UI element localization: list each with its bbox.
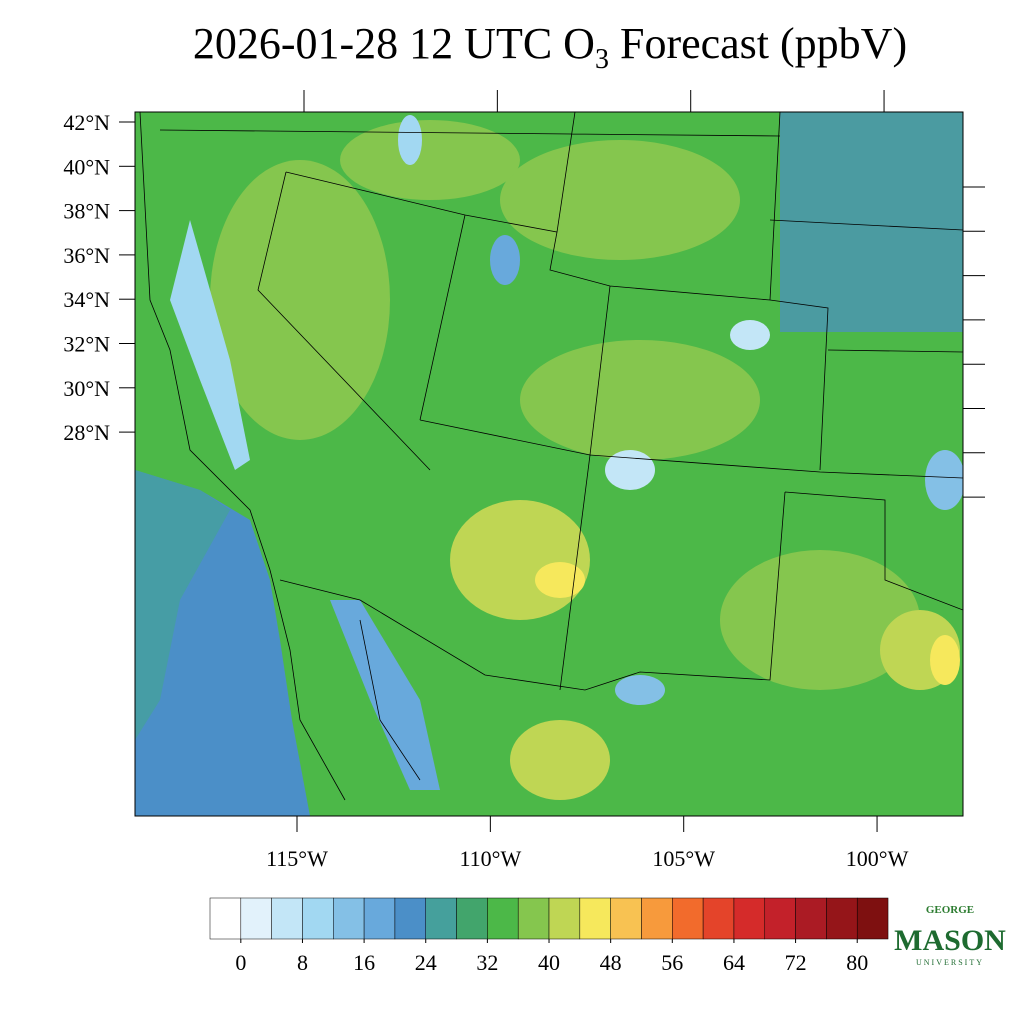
title-tail: Forecast (ppbV): [609, 19, 907, 68]
title: 2026-01-28 12 UTC O3 Forecast (ppbV): [193, 19, 907, 75]
colorbar-label: 16: [353, 950, 375, 975]
colorbar-label: 32: [476, 950, 498, 975]
logo-top: GEORGE: [926, 904, 974, 916]
colorbar-box: [548, 897, 581, 940]
colorbar-label: 0: [235, 950, 246, 975]
lon-label: 115°W: [266, 846, 328, 871]
lon-label: 105°W: [652, 846, 715, 871]
logo-bottom: UNIVERSITY: [916, 958, 984, 967]
colorbar-label: 80: [846, 950, 868, 975]
colorbar: 0 8 16 24 32 40 48 56 64 72 80: [209, 897, 889, 975]
colorbar-box: [333, 897, 365, 940]
colorbar-box: [517, 897, 550, 940]
colorbar-box: [795, 897, 827, 940]
logo-main: MASON: [894, 924, 1006, 957]
colorbar-box: [456, 897, 488, 940]
colorbar-label: 64: [723, 950, 745, 975]
title-sub: 3: [595, 44, 609, 75]
colorbar-box: [702, 897, 735, 940]
axes: 42°N 40°N 38°N 36°N 34°N 32°N 30°N 28°N 115°W 110…: [63, 90, 985, 871]
colorbar-box: [641, 897, 673, 940]
colorbar-box: [826, 897, 858, 940]
colorbar-box: [394, 897, 426, 940]
lon-label: 100°W: [846, 846, 909, 871]
colorbar-box: [487, 897, 519, 940]
colorbar-box: [302, 897, 334, 940]
lon-label: 110°W: [459, 846, 521, 871]
map-field: [135, 112, 963, 816]
colorbar-box: [425, 897, 457, 940]
colorbar-box: [363, 897, 396, 940]
colorbar-label: 8: [297, 950, 308, 975]
logo: GEORGE MASON UNIVERSITY: [894, 904, 1006, 967]
colorbar-box: [240, 897, 272, 940]
lat-label: 32°N: [63, 332, 110, 357]
map-frame: [134, 111, 964, 817]
colorbar-label: 56: [661, 950, 683, 975]
title-main: 2026-01-28 12 UTC O: [193, 19, 595, 68]
colorbar-box: [672, 897, 704, 940]
colorbar-label: 72: [785, 950, 807, 975]
colorbar-box: [271, 897, 303, 940]
colorbar-box: [733, 897, 766, 940]
lat-label: 34°N: [63, 287, 110, 312]
colorbar-label: 24: [415, 950, 437, 975]
colorbar-box: [856, 897, 889, 940]
lat-label: 42°N: [63, 110, 110, 135]
lat-label: 38°N: [63, 199, 110, 224]
colorbar-box: [610, 897, 642, 940]
colorbar-box: [579, 897, 611, 940]
lat-label: 36°N: [63, 243, 110, 268]
colorbar-box: [209, 897, 242, 940]
colorbar-label: 40: [538, 950, 560, 975]
colorbar-box: [764, 897, 796, 940]
lat-label: 40°N: [63, 154, 110, 179]
lat-label: 28°N: [63, 420, 110, 445]
lat-label: 30°N: [63, 376, 110, 401]
colorbar-label: 48: [600, 950, 622, 975]
